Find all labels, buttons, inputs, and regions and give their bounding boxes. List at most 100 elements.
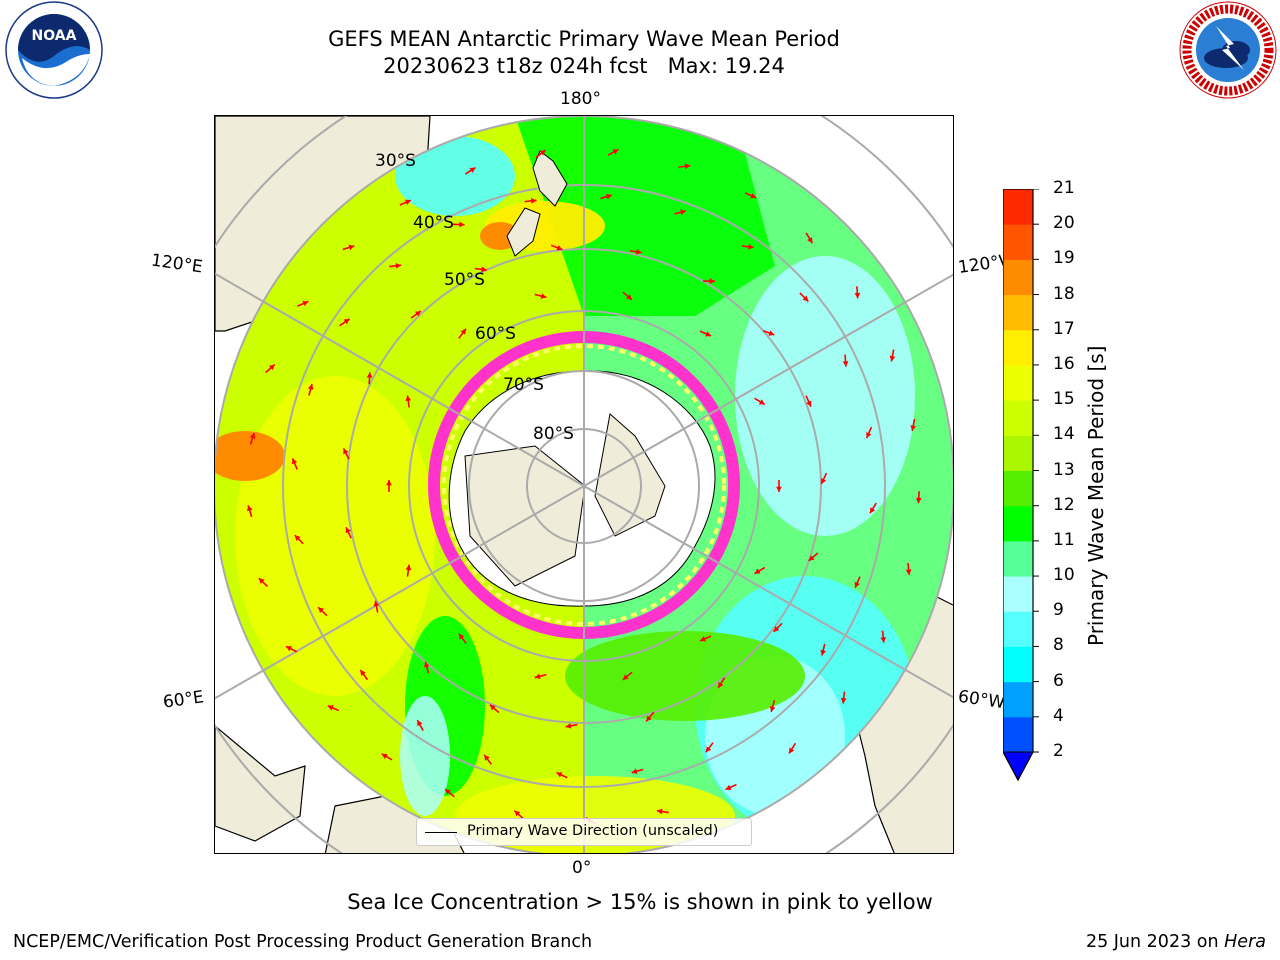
wave-direction-arrowhead	[758, 399, 765, 405]
wave-direction-arrowhead	[327, 705, 334, 711]
wave-direction-arrowhead	[854, 581, 860, 588]
wave-direction-arrowhead	[820, 649, 826, 656]
colorbar-tick-label: 12	[1053, 494, 1075, 515]
colorbar-tick-label: 21	[1053, 178, 1075, 198]
lat-label-50s: 50°S	[444, 270, 485, 290]
colorbar-segment	[1003, 224, 1033, 260]
colorbar-segment	[1003, 435, 1033, 471]
polar-map	[214, 115, 954, 854]
wave-direction-arrowhead	[854, 292, 861, 299]
wave-direction-arrowhead	[646, 715, 652, 722]
new-zealand-land	[532, 150, 568, 207]
wave-direction-arrowhead	[842, 361, 849, 367]
wave-direction-arrowhead	[540, 293, 547, 299]
wave-direction-arrowhead	[725, 784, 732, 790]
wave-direction-arrowhead	[484, 754, 490, 761]
wave-direction-arrowhead	[348, 244, 355, 251]
wave-direction-arrowhead	[684, 163, 691, 170]
lon-label-upper-left: 120°E	[149, 250, 204, 278]
lon-label-lower-right: 60°W	[956, 686, 1007, 714]
colorbar-segment	[1003, 189, 1033, 225]
wave-direction-arrowhead	[768, 330, 775, 336]
colorbar	[1002, 188, 1063, 789]
lat-label-40s: 40°S	[413, 213, 454, 233]
footer-host: Hera	[1224, 932, 1266, 952]
wave-direction-arrowhead	[910, 425, 917, 431]
wave-direction-arrowhead	[291, 458, 298, 465]
colorbar-tick-label: 2	[1053, 741, 1064, 761]
lat-label-70s: 70°S	[503, 375, 544, 395]
wave-direction-arrowhead	[539, 150, 546, 156]
wave-direction-arrowhead	[870, 507, 876, 514]
colorbar-tick-label: 20	[1053, 213, 1075, 234]
wave-direction-arrowhead	[806, 400, 812, 407]
wave-direction-arrowhead	[514, 810, 521, 817]
wave-direction-arrowhead	[343, 318, 350, 325]
wave-direction-arrowhead	[246, 505, 253, 512]
colorbar-segment	[1003, 470, 1033, 507]
colorbar-tick-label: 9	[1053, 600, 1064, 621]
colorbar-tick-label: 6	[1053, 670, 1064, 691]
colorbar-tick-label: 15	[1053, 389, 1075, 410]
wave-direction-arrowhead	[680, 209, 687, 216]
wave-direction-arrowhead	[705, 331, 712, 337]
wave-direction-arrowhead	[294, 535, 301, 541]
colorbar-segment	[1003, 294, 1033, 331]
wave-direction-arrowhead	[773, 626, 780, 632]
wave-direction-arrowhead	[373, 600, 380, 607]
colorbar-tick-label: 8	[1053, 635, 1064, 656]
wave-direction-arrowhead	[808, 555, 815, 561]
wave-direction-arrowhead	[415, 310, 421, 317]
wave-direction-arrowhead	[423, 661, 430, 668]
wave-direction-arrowhead	[489, 704, 496, 711]
colorbar-tick-label: 18	[1053, 283, 1075, 304]
colorbar-segment	[1003, 400, 1033, 436]
wave-direction-arrowhead	[635, 248, 642, 255]
wave-direction-arrowhead	[458, 633, 465, 640]
wave-direction-arrowhead	[802, 295, 809, 302]
wave-direction-arrowhead	[405, 564, 412, 571]
map-legend: Primary Wave Direction (unscaled)	[416, 818, 752, 846]
wave-direction-arrowhead	[718, 681, 724, 688]
colorbar-extend-arrow	[1002, 751, 1034, 782]
wave-direction-arrowhead	[345, 527, 351, 534]
colorbar-segment	[1003, 364, 1033, 401]
colorbar-tick-label: 10	[1053, 565, 1075, 586]
wave-direction-arrowhead	[769, 706, 776, 712]
lon-label-bottom: 0°	[572, 858, 592, 878]
wave-direction-arrowhead	[656, 808, 663, 815]
wave-direction-arrowhead	[417, 720, 423, 727]
colorbar-tick-label: 16	[1053, 353, 1075, 374]
wave-direction-arrowhead	[820, 478, 827, 485]
wave-direction-arrowhead	[534, 673, 541, 680]
lat-label-80s: 80°S	[533, 424, 574, 444]
wave-direction-arrowhead	[622, 674, 629, 680]
nws-logo	[1178, 0, 1278, 100]
wave-direction-arrowhead	[556, 245, 563, 251]
wave-direction-arrowhead	[606, 193, 612, 200]
footer-branch: NCEP/EMC/Verification Post Processing Pr…	[13, 932, 593, 952]
colorbar-segment	[1003, 716, 1033, 753]
colorbar-tick-label: 19	[1053, 248, 1075, 269]
colorbar-tick-label: 4	[1053, 705, 1064, 726]
colorbar-segment	[1003, 611, 1033, 647]
wave-direction-arrowhead	[285, 646, 292, 652]
wave-direction-arrowhead	[750, 193, 757, 199]
map-title-line1: GEFS MEAN Antarctic Primary Wave Mean Pe…	[328, 27, 840, 51]
wave-direction-arrowhead	[360, 669, 366, 676]
wave-direction-arrowhead	[343, 448, 349, 455]
lon-label-lower-left: 60°E	[161, 687, 206, 713]
colorbar-label: Primary Wave Mean Period [s]	[1084, 345, 1108, 647]
wave-direction-arrowhead	[705, 746, 712, 753]
footer-date-text: 25 Jun 2023 on	[1085, 932, 1225, 952]
colorbar-tick-label: 13	[1053, 459, 1075, 480]
wave-direction-arrowhead	[460, 328, 466, 335]
wave-direction-arrowhead	[626, 294, 633, 300]
map-title-line2: 20230623 t18z 024h fcst Max: 19.24	[383, 54, 785, 78]
wave-direction-arrowhead	[612, 149, 619, 155]
wave-direction-arrowhead	[905, 569, 912, 575]
wave-direction-arrowhead	[776, 486, 782, 492]
wave-direction-arrowhead	[395, 262, 402, 269]
wave-direction-arrowhead	[366, 372, 373, 378]
wave-direction-arrowhead	[445, 789, 451, 795]
